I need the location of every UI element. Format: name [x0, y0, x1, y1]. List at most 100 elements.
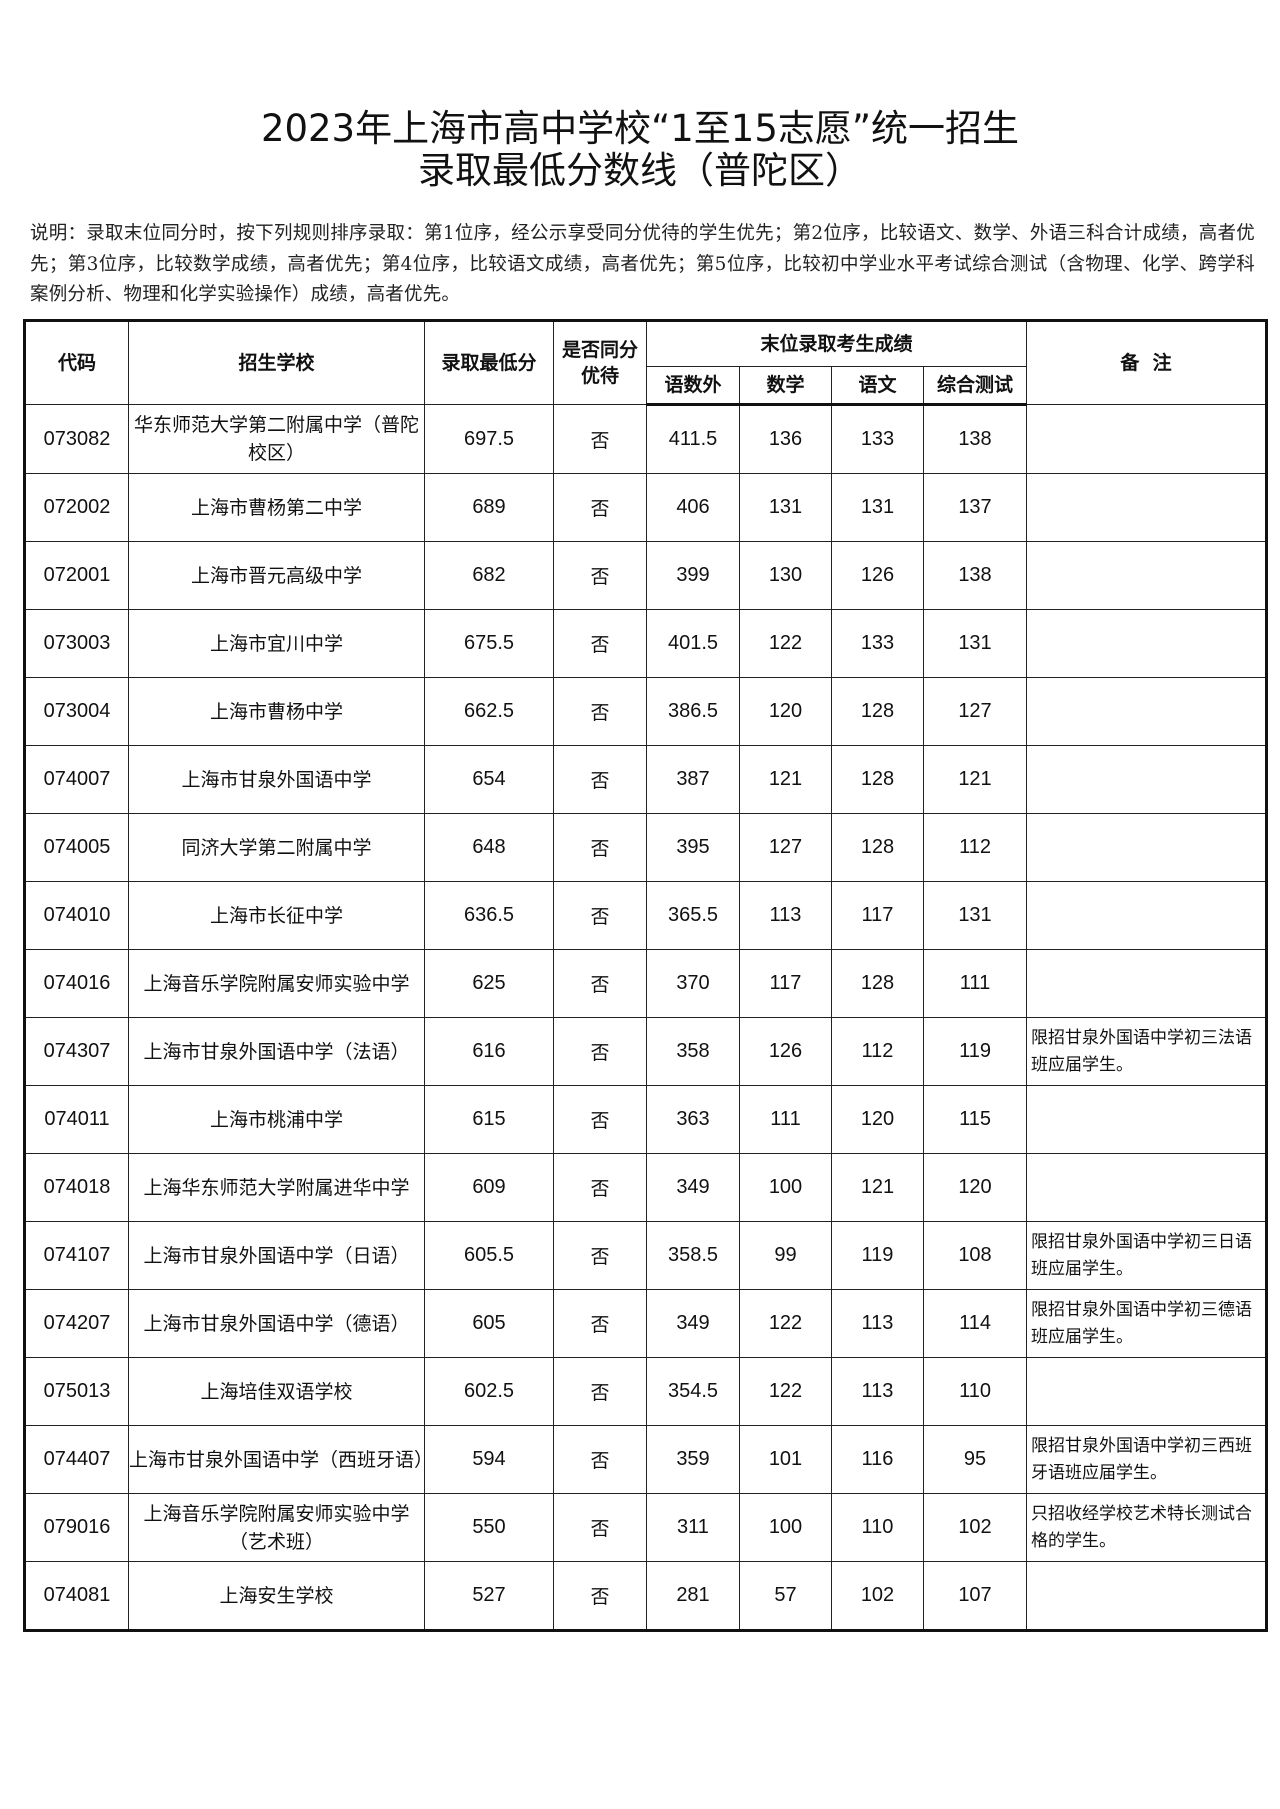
cell-remark: [1026, 609, 1268, 678]
table-row: 073003 上海市宜川中学 675.5 否 401.5 122 133 131: [24, 609, 1268, 678]
cell-remark: [1026, 1561, 1268, 1631]
cell-school: 华东师范大学第二附属中学（普陀校区）: [128, 404, 425, 474]
cell-chinese-math-foreign: 399: [646, 541, 740, 610]
cell-remark: 只招收经学校艺术特长测试合格的学生。: [1026, 1493, 1268, 1562]
header-chinese-math-foreign: 语数外: [646, 366, 740, 406]
header-remark: 备 注: [1026, 320, 1268, 405]
cell-min-score: 675.5: [424, 609, 554, 678]
cell-code: 074081: [24, 1561, 129, 1631]
cell-chinese-math-foreign: 311: [646, 1493, 740, 1562]
cell-chinese-math-foreign: 370: [646, 949, 740, 1018]
cell-school: 上海市甘泉外国语中学（法语）: [128, 1017, 425, 1086]
cell-chinese-math-foreign: 349: [646, 1153, 740, 1222]
cell-school: 同济大学第二附属中学: [128, 813, 425, 882]
cell-remark: [1026, 1085, 1268, 1154]
cell-school: 上海市甘泉外国语中学: [128, 745, 425, 814]
cell-school: 上海市曹杨中学: [128, 677, 425, 746]
page-subtitle: 录取最低分数线（普陀区）: [418, 149, 862, 192]
cell-comprehensive: 121: [922, 745, 1028, 814]
cell-code: 074010: [24, 881, 129, 950]
cell-min-score: 605.5: [424, 1221, 554, 1290]
cell-chinese: 133: [831, 404, 924, 474]
cell-min-score: 689: [424, 473, 554, 542]
cell-min-score: 648: [424, 813, 554, 882]
cell-min-score: 682: [424, 541, 554, 610]
header-min-score: 录取最低分: [424, 320, 554, 405]
cell-code: 074016: [24, 949, 129, 1018]
cell-chinese-math-foreign: 386.5: [646, 677, 740, 746]
cell-chinese-math-foreign: 411.5: [646, 404, 740, 474]
cell-remark: [1026, 473, 1268, 542]
cell-chinese: 128: [831, 745, 924, 814]
cell-comprehensive: 120: [922, 1153, 1028, 1222]
cell-chinese: 128: [831, 813, 924, 882]
cell-comprehensive: 131: [922, 881, 1028, 950]
admission-score-table: 代码 招生学校 录取最低分 是否同分优待 末位录取考生成绩 备 注 语数外 数学…: [23, 319, 1269, 1632]
cell-school: 上海市宜川中学: [128, 609, 425, 678]
cell-math: 101: [739, 1425, 832, 1494]
cell-tie-priority: 否: [553, 1561, 647, 1631]
table-row: 075013 上海培佳双语学校 602.5 否 354.5 122 113 110: [24, 1357, 1268, 1426]
cell-math: 136: [739, 404, 832, 474]
cell-comprehensive: 107: [922, 1561, 1028, 1631]
cell-remark: [1026, 404, 1268, 474]
cell-tie-priority: 否: [553, 1425, 647, 1494]
table-row: 074016 上海音乐学院附属安师实验中学 625 否 370 117 128 111: [24, 949, 1268, 1018]
cell-min-score: 605: [424, 1289, 554, 1358]
cell-remark: 限招甘泉外国语中学初三日语班应届学生。: [1026, 1221, 1268, 1290]
header-school: 招生学校: [128, 320, 425, 405]
cell-math: 111: [739, 1085, 832, 1154]
cell-chinese: 126: [831, 541, 924, 610]
table-row: 074407 上海市甘泉外国语中学（西班牙语） 594 否 359 101 116 95 限招甘…: [24, 1425, 1268, 1494]
cell-chinese-math-foreign: 395: [646, 813, 740, 882]
cell-chinese-math-foreign: 363: [646, 1085, 740, 1154]
table-row: 072002 上海市曹杨第二中学 689 否 406 131 131 137: [24, 473, 1268, 542]
cell-min-score: 662.5: [424, 677, 554, 746]
cell-remark: [1026, 813, 1268, 882]
cell-tie-priority: 否: [553, 1017, 647, 1086]
cell-math: 127: [739, 813, 832, 882]
header-comprehensive: 综合测试: [922, 366, 1028, 406]
cell-remark: 限招甘泉外国语中学初三法语班应届学生。: [1026, 1017, 1268, 1086]
table-row: 079016 上海音乐学院附属安师实验中学（艺术班） 550 否 311 100 110 10…: [24, 1493, 1268, 1562]
cell-remark: [1026, 745, 1268, 814]
cell-school: 上海音乐学院附属安师实验中学（艺术班）: [128, 1493, 425, 1562]
cell-tie-priority: 否: [553, 1085, 647, 1154]
table-row: 074011 上海市桃浦中学 615 否 363 111 120 115: [24, 1085, 1268, 1154]
cell-school: 上海市曹杨第二中学: [128, 473, 425, 542]
cell-math: 130: [739, 541, 832, 610]
table-row: 073082 华东师范大学第二附属中学（普陀校区） 697.5 否 411.5 136 13…: [24, 404, 1268, 474]
cell-tie-priority: 否: [553, 1153, 647, 1222]
cell-remark: [1026, 881, 1268, 950]
cell-comprehensive: 131: [922, 609, 1028, 678]
cell-code: 074018: [24, 1153, 129, 1222]
cell-comprehensive: 127: [922, 677, 1028, 746]
cell-tie-priority: 否: [553, 1221, 647, 1290]
header-tie-priority: 是否同分优待: [553, 320, 647, 405]
cell-chinese-math-foreign: 365.5: [646, 881, 740, 950]
cell-code: 074007: [24, 745, 129, 814]
cell-code: 072001: [24, 541, 129, 610]
cell-chinese-math-foreign: 281: [646, 1561, 740, 1631]
cell-comprehensive: 137: [922, 473, 1028, 542]
cell-min-score: 594: [424, 1425, 554, 1494]
cell-chinese: 119: [831, 1221, 924, 1290]
cell-chinese: 110: [831, 1493, 924, 1562]
cell-school: 上海市甘泉外国语中学（西班牙语）: [128, 1425, 433, 1494]
cell-min-score: 550: [424, 1493, 554, 1562]
cell-min-score: 616: [424, 1017, 554, 1086]
cell-chinese-math-foreign: 387: [646, 745, 740, 814]
cell-chinese-math-foreign: 358: [646, 1017, 740, 1086]
table-row: 074018 上海华东师范大学附属进华中学 609 否 349 100 121 120: [24, 1153, 1268, 1222]
cell-chinese-math-foreign: 359: [646, 1425, 740, 1494]
cell-math: 99: [739, 1221, 832, 1290]
cell-math: 100: [739, 1493, 832, 1562]
cell-chinese: 117: [831, 881, 924, 950]
cell-code: 074107: [24, 1221, 129, 1290]
cell-chinese: 116: [831, 1425, 924, 1494]
cell-tie-priority: 否: [553, 949, 647, 1018]
cell-math: 113: [739, 881, 832, 950]
cell-comprehensive: 138: [922, 541, 1028, 610]
cell-chinese: 121: [831, 1153, 924, 1222]
table-row: 074010 上海市长征中学 636.5 否 365.5 113 117 131: [24, 881, 1268, 950]
